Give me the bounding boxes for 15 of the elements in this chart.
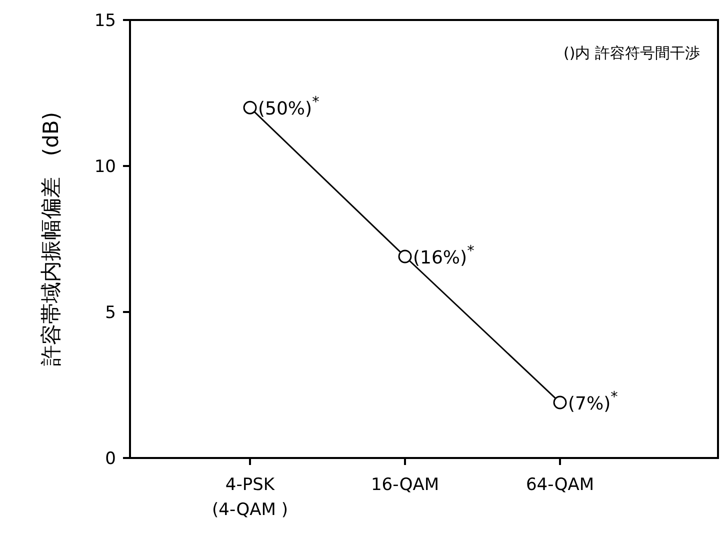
y-tick-label: 5 (105, 303, 116, 323)
annotation: (7%)$^{*}$ (568, 390, 618, 415)
point (243, 100, 257, 114)
annotation: ()内 許容符号間干渉 (564, 44, 700, 62)
annotation: (16%)$^{*}$ (413, 244, 474, 269)
point (553, 396, 567, 410)
y-axis-title: 許容帯域内振幅偏差 (dB) (39, 112, 63, 366)
point (398, 250, 412, 264)
y-tick-label: 15 (94, 11, 116, 31)
y-tick-label: 0 (105, 449, 116, 469)
x-tick-label: 4-PSK (4-QAM ) (212, 475, 288, 520)
y-tick-label: 10 (94, 157, 116, 177)
x-tick-label: 16-QAM (370, 475, 440, 495)
annotation: (50%)$^{*}$ (258, 94, 320, 120)
x-tick-label: 64-QAM (526, 475, 594, 495)
